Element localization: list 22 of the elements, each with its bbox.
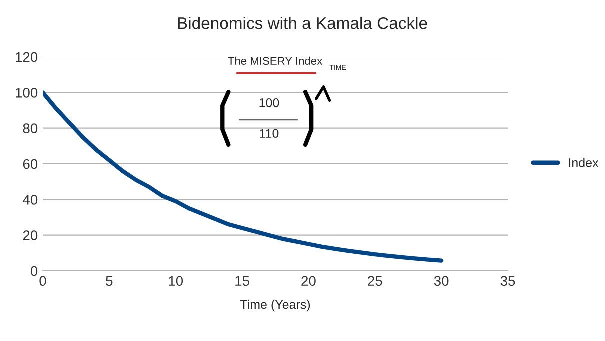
y-tick-label: 0 xyxy=(30,266,38,276)
x-tick-label: 30 xyxy=(434,276,449,286)
x-tick-label: 10 xyxy=(169,276,184,286)
x-tick-label: 20 xyxy=(302,276,316,286)
x-tick-label: 35 xyxy=(500,276,516,286)
chart-title: Bidenomics with a Kamala Cackle xyxy=(178,17,428,30)
x-tick-label: 0 xyxy=(40,276,46,286)
annotation: 110 xyxy=(260,129,279,138)
annotation: 100 xyxy=(260,98,280,108)
y-tick-label: 100 xyxy=(16,88,38,98)
x-tick-label: 15 xyxy=(236,276,250,286)
y-tick-label: 60 xyxy=(23,159,38,170)
x-tick-label: 5 xyxy=(106,276,113,286)
line-series xyxy=(43,90,444,263)
y-tick-label: 80 xyxy=(23,124,38,134)
annotation: The MISERY Index xyxy=(228,56,323,66)
y-tick-label: 40 xyxy=(23,195,38,205)
y-tick-label: 20 xyxy=(23,230,38,241)
y-tick-label: 120 xyxy=(16,52,38,62)
x-tick-label: 25 xyxy=(368,276,382,286)
legend-label: Index xyxy=(569,158,599,168)
x-axis-title: Time (Years) xyxy=(240,300,310,312)
